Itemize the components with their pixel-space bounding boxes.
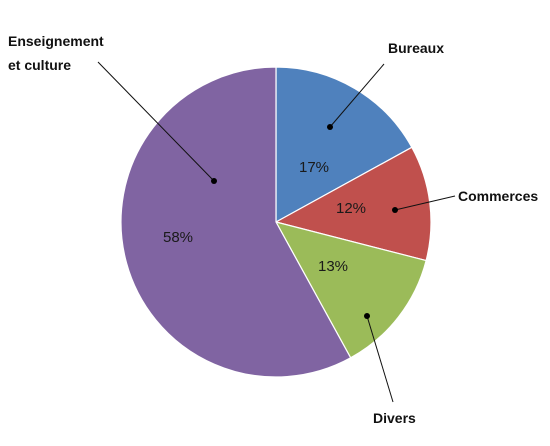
leader-line-commerces <box>394 195 456 211</box>
category-label-commerces: Commerces <box>458 188 538 204</box>
category-label-bureaux: Bureaux <box>388 40 444 56</box>
slice-bureaux <box>275 66 413 224</box>
percent-label-divers: 13% <box>318 258 348 275</box>
slice-commerces <box>274 146 432 262</box>
leader-line-enseignement-et-culture <box>97 61 215 182</box>
category-label-enseignement-et-culture-line-1: Enseignement <box>8 33 104 49</box>
leader-line-divers <box>366 315 394 403</box>
percent-labels: 17% 12% 13% 58% <box>163 159 366 275</box>
leader-dot-commerces <box>392 207 398 213</box>
percent-label-bureaux: 17% <box>299 159 329 176</box>
leader-dot-bureaux <box>327 124 333 130</box>
category-label-divers: Divers <box>373 410 416 426</box>
leader-dot-divers <box>364 313 370 319</box>
percent-label-enseignement-et-culture: 58% <box>163 229 193 246</box>
percent-label-commerces: 12% <box>336 200 366 217</box>
category-labels: Bureaux Commerces Divers Enseignement et cul… <box>8 33 538 426</box>
leader-dot-enseignement-et-culture <box>211 178 217 184</box>
category-label-enseignement-et-culture-line-2: et culture <box>8 57 71 73</box>
leader-lines <box>97 61 456 403</box>
leader-line-bureaux <box>329 63 385 128</box>
slice-divers <box>274 221 427 359</box>
pie-slices <box>120 66 432 378</box>
